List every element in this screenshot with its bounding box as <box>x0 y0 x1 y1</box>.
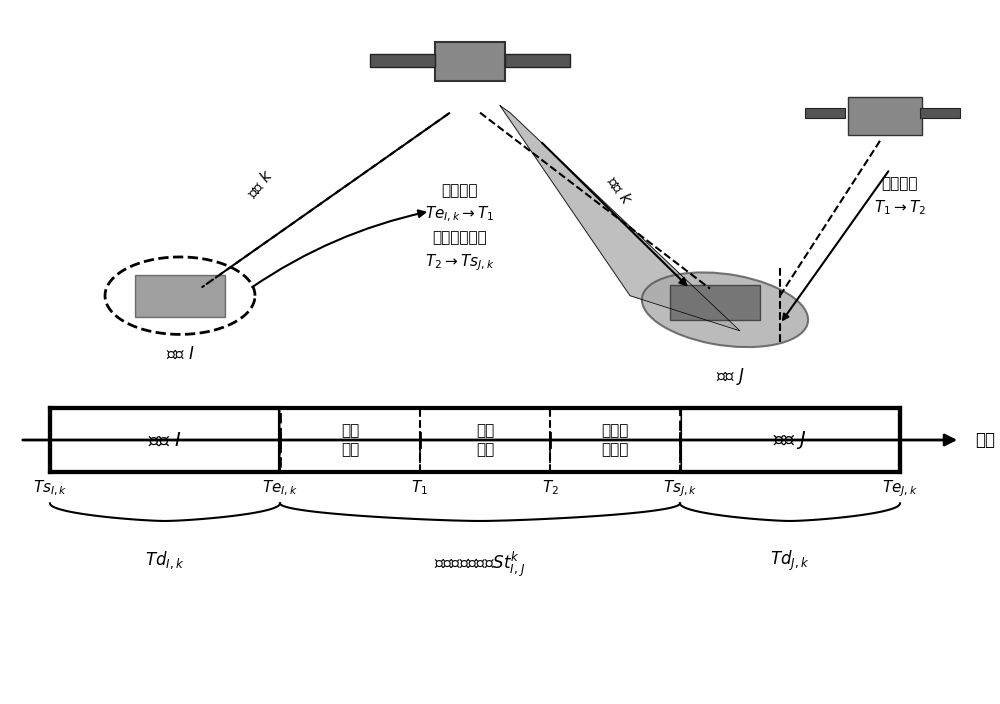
Text: 转动时间
$Te_{I,k} \rightarrow T_1$
链路建立时间
$T_2 \rightarrow Ts_{J,k}$: 转动时间 $Te_{I,k} \rightarrow T_1$ 链路建立时间 $… <box>425 183 495 272</box>
Text: $Te_{J,k}$: $Te_{J,k}$ <box>882 479 918 499</box>
Ellipse shape <box>642 272 808 347</box>
Text: 等待时间
$T_1 \rightarrow T_2$: 等待时间 $T_1 \rightarrow T_2$ <box>874 176 926 217</box>
Text: $T_1$: $T_1$ <box>411 479 429 498</box>
FancyBboxPatch shape <box>670 285 760 320</box>
Text: 任务 $I$: 任务 $I$ <box>148 431 182 449</box>
Polygon shape <box>500 106 740 331</box>
Text: 转动
时间: 转动 时间 <box>341 423 359 457</box>
FancyBboxPatch shape <box>135 275 225 317</box>
Text: $T_2$: $T_2$ <box>542 479 558 498</box>
FancyBboxPatch shape <box>920 108 960 118</box>
Text: 任务 $I$: 任务 $I$ <box>166 345 194 363</box>
FancyBboxPatch shape <box>370 54 435 67</box>
Text: 任务 $J$: 任务 $J$ <box>716 366 744 387</box>
Text: $Ts_{J,k}$: $Ts_{J,k}$ <box>663 479 697 499</box>
Text: 时间: 时间 <box>975 431 995 449</box>
Text: 波束切换时间：$St_{I,\, J}^{k}$: 波束切换时间：$St_{I,\, J}^{k}$ <box>434 549 526 579</box>
FancyBboxPatch shape <box>805 108 845 118</box>
Text: 链路建
立时间: 链路建 立时间 <box>601 423 629 457</box>
FancyBboxPatch shape <box>280 408 680 472</box>
Text: 等待
时间: 等待 时间 <box>476 423 494 457</box>
Text: $Td_{J,k}$: $Td_{J,k}$ <box>770 549 810 573</box>
Text: $Ts_{I,k}$: $Ts_{I,k}$ <box>33 479 67 498</box>
Text: 任务 $J$: 任务 $J$ <box>773 429 807 451</box>
Text: 波束 $k$: 波束 $k$ <box>604 172 636 208</box>
FancyBboxPatch shape <box>680 408 900 472</box>
FancyBboxPatch shape <box>848 97 922 135</box>
Text: $Te_{I,k}$: $Te_{I,k}$ <box>262 479 298 498</box>
FancyBboxPatch shape <box>435 42 505 81</box>
Text: 波束 $k$: 波束 $k$ <box>243 165 277 201</box>
Text: $Td_{I,k}$: $Td_{I,k}$ <box>145 549 185 571</box>
FancyBboxPatch shape <box>505 54 570 67</box>
FancyBboxPatch shape <box>50 408 280 472</box>
